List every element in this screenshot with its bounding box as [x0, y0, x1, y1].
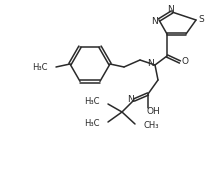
Text: H₃C: H₃C: [85, 97, 100, 106]
Text: CH₃: CH₃: [143, 121, 159, 130]
Text: H₃C: H₃C: [32, 64, 48, 73]
Text: S: S: [198, 14, 204, 23]
Text: O: O: [181, 57, 188, 66]
Text: N: N: [148, 60, 154, 69]
Text: OH: OH: [146, 106, 160, 116]
Text: H₃C: H₃C: [85, 120, 100, 129]
Text: N: N: [151, 17, 157, 26]
Text: N: N: [168, 5, 174, 14]
Text: N: N: [127, 94, 133, 104]
